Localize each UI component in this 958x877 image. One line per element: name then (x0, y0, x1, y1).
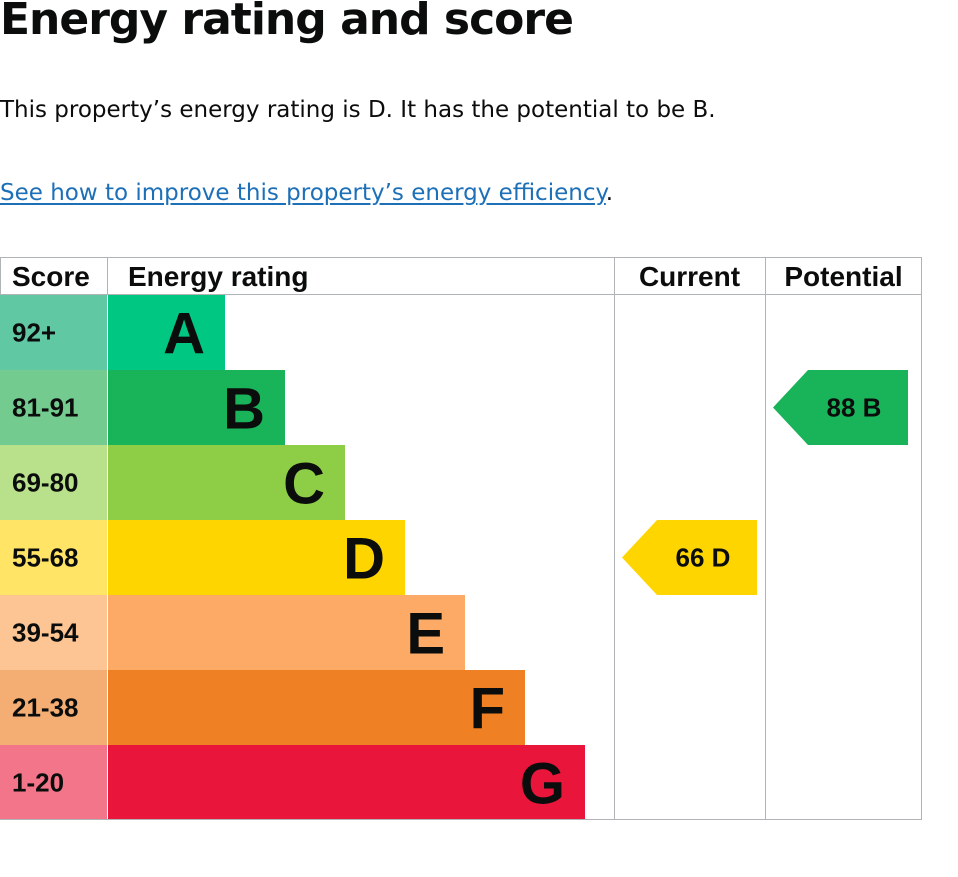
column-header-current: Current (639, 261, 740, 292)
band-letter-a: A (163, 302, 205, 367)
band-letter-f: F (470, 677, 505, 742)
band-letter-d: D (343, 527, 385, 592)
band-letter-b: B (223, 377, 265, 442)
band-bar-b (108, 370, 285, 445)
current-rating-label: 66 D (676, 543, 731, 573)
link-suffix: . (605, 180, 614, 206)
band-bar-d (108, 520, 405, 595)
column-header-score: Score (12, 261, 90, 292)
band-score-cell-b (0, 370, 107, 445)
band-bar-g (108, 745, 585, 820)
potential-rating-label: 88 B (827, 393, 882, 423)
band-score-label-d: 55-68 (12, 543, 79, 573)
band-bar-a (108, 295, 225, 370)
current-rating-arrow (622, 520, 757, 595)
page-title: Energy rating and score (0, 0, 574, 45)
potential-rating-arrow (773, 370, 908, 445)
column-header-energy-rating: Energy rating (128, 261, 308, 292)
band-letter-g: G (520, 752, 565, 817)
column-header-potential: Potential (784, 261, 902, 292)
band-score-cell-c (0, 445, 107, 520)
band-bar-f (108, 670, 525, 745)
band-score-label-f: 21-38 (12, 693, 79, 723)
band-score-label-b: 81-91 (12, 393, 79, 423)
band-score-label-e: 39-54 (12, 618, 79, 648)
band-bar-e (108, 595, 465, 670)
energy-rating-chart: 92+ A81-91 B69-80 C55-68 D39-54 E21-38 F1-20 G … (0, 257, 922, 820)
band-bar-c (108, 445, 345, 520)
band-score-cell-e (0, 595, 107, 670)
band-score-cell-a (0, 295, 107, 370)
band-score-cell-f (0, 670, 107, 745)
band-score-label-a: 92+ (12, 318, 56, 348)
band-score-label-g: 1-20 (12, 768, 64, 798)
band-letter-c: C (283, 452, 325, 517)
band-score-cell-d (0, 520, 107, 595)
band-score-cell-g (0, 745, 107, 820)
improve-paragraph: See how to improve this property’s energ… (0, 177, 613, 209)
improve-efficiency-link[interactable]: See how to improve this property’s energ… (0, 180, 606, 206)
rating-summary: This property’s energy rating is D. It h… (0, 97, 716, 123)
band-score-label-c: 69-80 (12, 468, 79, 498)
band-letter-e: E (406, 602, 445, 667)
